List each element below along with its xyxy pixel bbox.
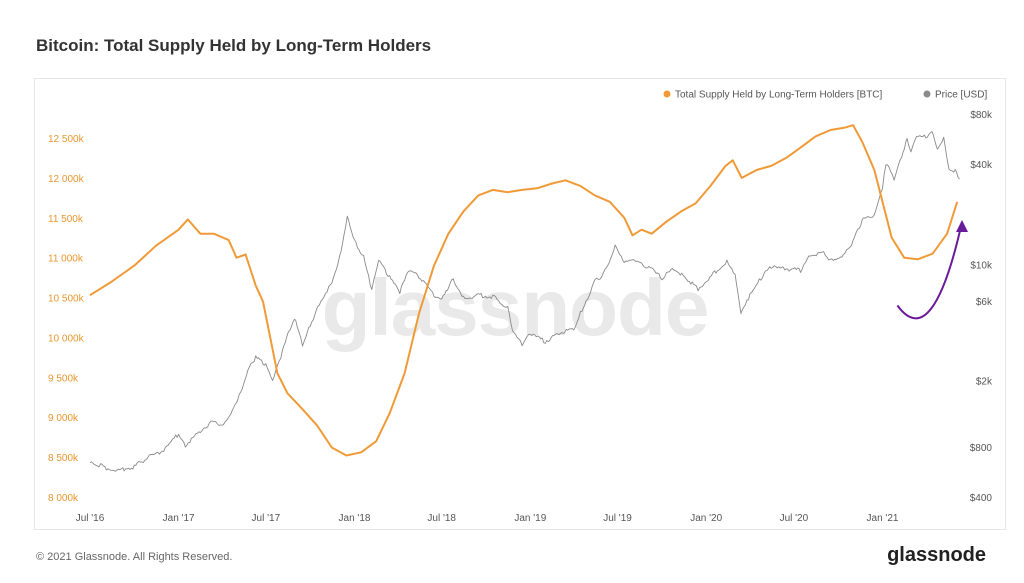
- x-tick-label: Jan '18: [339, 513, 371, 524]
- left-tick-label: 11 500k: [48, 214, 84, 225]
- copyright-text: © 2021 Glassnode. All Rights Reserved.: [36, 551, 233, 563]
- left-tick-label: 12 000k: [48, 174, 85, 185]
- right-tick-label: $80k: [970, 110, 993, 121]
- right-tick-label: $2k: [976, 377, 993, 388]
- watermark-text: glassnode: [322, 263, 709, 352]
- series-layer: [89, 124, 960, 472]
- left-tick-label: 12 500k: [48, 134, 85, 145]
- right-tick-label: $800: [970, 443, 993, 454]
- x-axis: Jul '16 Jan '17 Jul '17 Jan '18 Jul '18 Jan '…: [76, 513, 899, 524]
- left-axis: 8 000k 8 500k 9 000k 9 500k 10 000k 10 500k 11…: [48, 134, 85, 504]
- left-tick-label: 11 000k: [48, 254, 84, 265]
- chart-panel: [34, 78, 1006, 530]
- left-tick-label: 9 500k: [48, 373, 79, 384]
- x-tick-label: Jul '19: [603, 513, 632, 524]
- right-tick-label: $40k: [970, 160, 993, 171]
- x-tick-label: Jan '17: [163, 513, 195, 524]
- left-tick-label: 10 500k: [48, 294, 85, 305]
- left-tick-label: 8 000k: [48, 493, 79, 504]
- legend-label-price: Price [USD]: [935, 90, 987, 101]
- annotation-arrow-curve: [896, 221, 963, 320]
- legend-swatch-price: [923, 90, 931, 98]
- right-tick-label: $6k: [976, 297, 993, 308]
- legend: Total Supply Held by Long-Term Holders […: [663, 90, 987, 101]
- left-tick-label: 10 000k: [48, 333, 85, 344]
- price-line: [89, 131, 960, 472]
- x-tick-label: Jul '16: [76, 513, 105, 524]
- legend-swatch-lth: [663, 90, 671, 98]
- legend-label-lth: Total Supply Held by Long-Term Holders […: [675, 90, 883, 101]
- left-tick-label: 9 000k: [48, 413, 79, 424]
- page-title: Bitcoin: Total Supply Held by Long-Term …: [36, 36, 432, 55]
- right-tick-label: $10k: [970, 260, 993, 271]
- left-tick-label: 8 500k: [48, 453, 79, 464]
- x-tick-label: Jan '19: [514, 513, 546, 524]
- watermark: glassnode: [322, 263, 710, 352]
- x-tick-label: Jul '20: [780, 513, 809, 524]
- annotation: [896, 220, 968, 320]
- brand-logo: glassnode: [887, 544, 986, 566]
- x-tick-label: Jul '17: [252, 513, 281, 524]
- lth-supply-line: [89, 124, 959, 457]
- x-tick-label: Jan '20: [690, 513, 722, 524]
- annotation-arrow-head: [956, 220, 968, 232]
- right-tick-label: $400: [970, 493, 993, 504]
- x-tick-label: Jan '21: [867, 513, 899, 524]
- x-tick-label: Jul '18: [427, 513, 456, 524]
- right-axis: $400 $800 $2k $6k $10k $40k $80k: [970, 110, 993, 504]
